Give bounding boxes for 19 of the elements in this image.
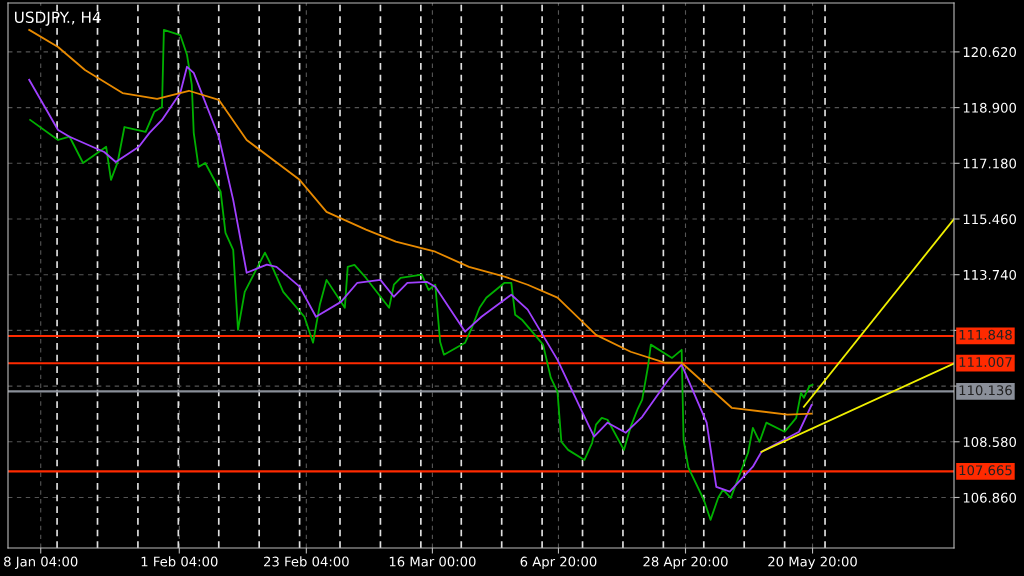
x-tick-label: 16 Mar 00:00 bbox=[389, 556, 476, 567]
x-tick-label: 23 Feb 04:00 bbox=[264, 556, 349, 567]
y-tick-label: 106.860 bbox=[963, 492, 1017, 503]
text: USDJPY., H4 bbox=[15, 11, 101, 26]
y-tick-label: 115.460 bbox=[963, 214, 1017, 225]
ref-line-label: 110.136 bbox=[959, 385, 1012, 396]
y-tick-label: 118.900 bbox=[963, 102, 1017, 113]
x-tick-label: 20 May 20:00 bbox=[768, 556, 857, 570]
x-tick-label: 28 Apr 20:00 bbox=[643, 556, 728, 570]
y-tick-label: 120.620 bbox=[963, 47, 1017, 58]
x-tick-label: 6 Apr 20:00 bbox=[520, 556, 597, 570]
x-tick-label: 8 Jan 04:00 bbox=[4, 556, 78, 569]
ref-line-label: 111.848 bbox=[959, 329, 1012, 340]
y-tick-label: 113.740 bbox=[963, 269, 1017, 280]
x-tick-label: 1 Feb 04:00 bbox=[141, 556, 218, 567]
ref-line-label: 107.665 bbox=[959, 465, 1012, 476]
ref-line-label: 111.007 bbox=[959, 357, 1012, 368]
y-tick-label: 117.180 bbox=[963, 158, 1017, 169]
y-tick-label: 108.580 bbox=[963, 437, 1017, 447]
